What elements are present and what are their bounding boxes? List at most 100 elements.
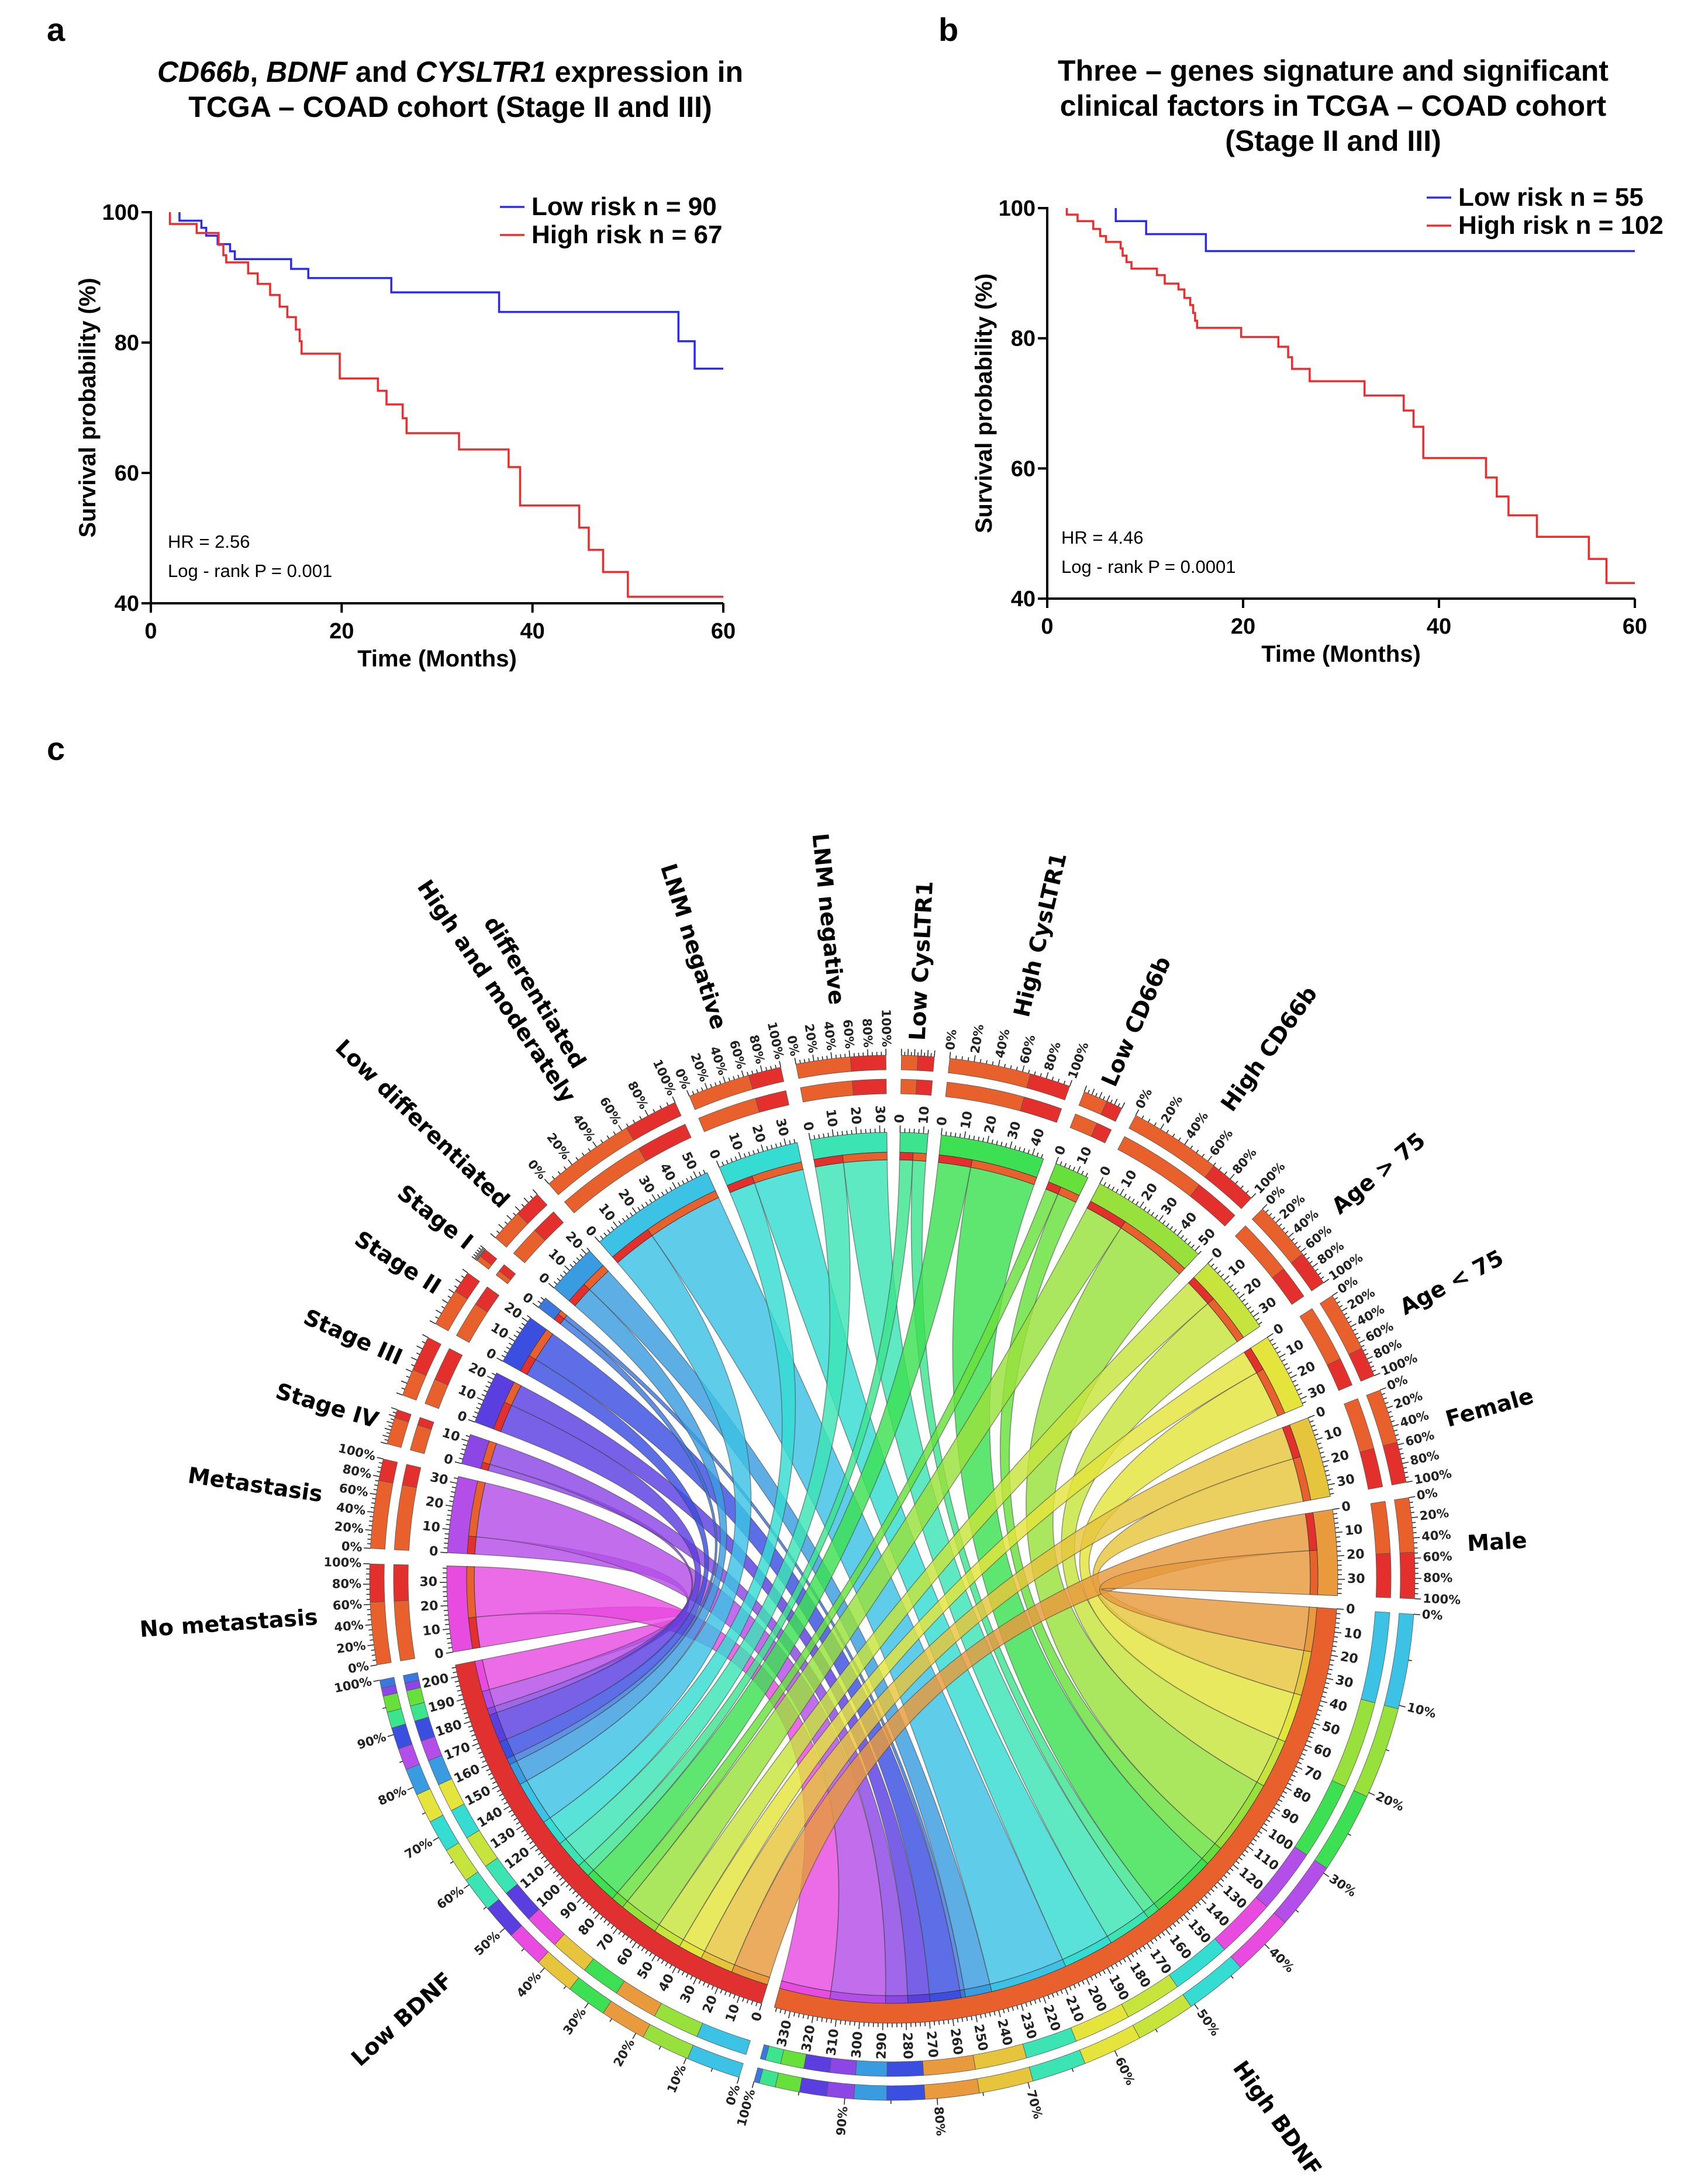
percent-tick	[1411, 1522, 1416, 1523]
percent-tick	[1323, 1872, 1330, 1877]
sector-tick	[1085, 1173, 1088, 1177]
sector-tick-label: 10	[1344, 1522, 1364, 1539]
sector-tick	[572, 1891, 576, 1895]
percent-ring-segment	[1382, 1442, 1407, 1485]
sector-tick-label: 10	[1343, 1626, 1362, 1643]
percent-tick	[986, 1060, 988, 1064]
percent-tick	[658, 2046, 661, 2050]
sector-tick	[1107, 1184, 1111, 1188]
sector-tick-label: 120	[502, 1844, 533, 1872]
sector-tick-label: 0	[1314, 1404, 1327, 1421]
sector-tick	[1165, 1929, 1171, 1936]
percent-tick	[473, 1254, 479, 1259]
percent-tick	[1312, 1263, 1319, 1268]
percent-tick-label: 70%	[402, 1835, 435, 1862]
percent-tick	[1395, 1434, 1399, 1436]
percent-tick	[803, 1059, 806, 1063]
sector-tick	[557, 1277, 561, 1281]
sector-tick-label: 10	[723, 2002, 743, 2024]
sector-tick	[693, 1171, 698, 1178]
percent-tick	[1121, 1102, 1126, 1109]
percent-ring-segment	[799, 2077, 829, 2097]
percent-tick	[1291, 1238, 1295, 1241]
percent-tick	[1063, 1080, 1066, 1084]
percent-tick	[1306, 1257, 1310, 1260]
percent-tick	[369, 1634, 373, 1636]
percent-tick	[715, 1082, 717, 1086]
sector-tick	[513, 1335, 518, 1338]
sector-tick-label: 20	[420, 1599, 439, 1615]
percent-tick	[1103, 1096, 1105, 1100]
percent-tick	[386, 1421, 394, 1424]
sector-tick	[461, 1448, 466, 1451]
sector-tick	[503, 1802, 508, 1805]
sector-tick	[1258, 1321, 1262, 1325]
sector-tick	[532, 1302, 539, 1308]
sector-tick-label: 160	[452, 1762, 482, 1786]
sector-tick	[463, 1444, 467, 1446]
sector-tick	[669, 1964, 672, 1969]
sector-tick	[610, 1226, 615, 1231]
percent-tick	[1383, 1397, 1387, 1399]
sector-tick	[474, 1411, 479, 1414]
percent-tick-label: 20%	[611, 2037, 638, 2069]
percent-tick	[504, 1221, 508, 1225]
sector-tick	[661, 1191, 664, 1196]
sector-tick-label: 20	[847, 1106, 863, 1125]
sector-tick	[858, 2021, 860, 2029]
sector-tick-label: 50	[1320, 1719, 1342, 1739]
percent-tick	[1397, 1443, 1404, 1446]
survival-curve-high-risk	[1065, 208, 1635, 585]
sector-tick	[711, 1985, 714, 1990]
sector-tick	[570, 1264, 574, 1268]
sector-tick	[733, 1994, 736, 1999]
sector-tick	[941, 1128, 943, 1135]
sector-tick-label: 50	[678, 1150, 699, 1172]
x-axis-label: Time (Months)	[357, 646, 517, 672]
percent-tick	[1334, 1297, 1338, 1300]
percent-tick	[377, 1471, 381, 1473]
sector-tick	[720, 1989, 723, 1993]
percent-ring-segment	[369, 1563, 385, 1603]
hazard-ratio: HR = 4.46	[1061, 527, 1143, 548]
sector-tick	[703, 1169, 706, 1174]
sector-split-ring	[466, 1566, 477, 1618]
percent-tick	[633, 1119, 636, 1124]
sector-tick	[1292, 1380, 1297, 1383]
sector-tick	[1321, 1695, 1326, 1698]
chart-b-title-line1: Three – genes signature and significant	[1058, 54, 1609, 87]
percent-ring-segment	[402, 1369, 427, 1401]
percent-tick	[1148, 1118, 1151, 1122]
sector-tick	[827, 1132, 829, 1137]
percent-tick-label: 80%	[376, 1784, 409, 1808]
sector-tick	[677, 1182, 681, 1187]
sector-tick	[1335, 1618, 1340, 1619]
sector-tick	[508, 1337, 515, 1342]
sector-tick	[690, 1975, 693, 1980]
sector-tick-label: 0	[455, 1408, 469, 1425]
sector-tick	[1320, 1452, 1324, 1454]
percent-tick	[751, 2081, 755, 2088]
sector-label: LNM negative	[807, 832, 850, 1005]
sector-tick	[1210, 1263, 1214, 1267]
sector-tick-label: 10	[422, 1622, 441, 1639]
sector-tick	[457, 1689, 461, 1692]
percent-tick-label: 40%	[333, 1618, 364, 1634]
sector-tick	[445, 1504, 453, 1507]
percent-tick	[1391, 1420, 1395, 1422]
survival-curve-low-risk	[178, 212, 723, 370]
sector-tick	[753, 1150, 755, 1155]
sector-tick	[1127, 1196, 1131, 1200]
percent-ring-segment	[1359, 1448, 1383, 1490]
sector-tick	[560, 1274, 564, 1278]
sector-tick	[572, 1260, 577, 1264]
percent-tick-label: 100%	[333, 1674, 372, 1695]
percent-tick-label: 40%	[707, 1045, 730, 1077]
sector-tick	[613, 1221, 618, 1228]
percent-tick-label: 20%	[544, 1131, 573, 1162]
percent-tick	[779, 1060, 781, 1067]
percent-tick	[1400, 1453, 1404, 1455]
sector-tick	[451, 1667, 456, 1669]
sector-lnm-negative: 0 10 20 30 0%20%40%60%80% 100% LNM negative	[784, 832, 893, 1167]
sector-tick	[1068, 1164, 1071, 1169]
